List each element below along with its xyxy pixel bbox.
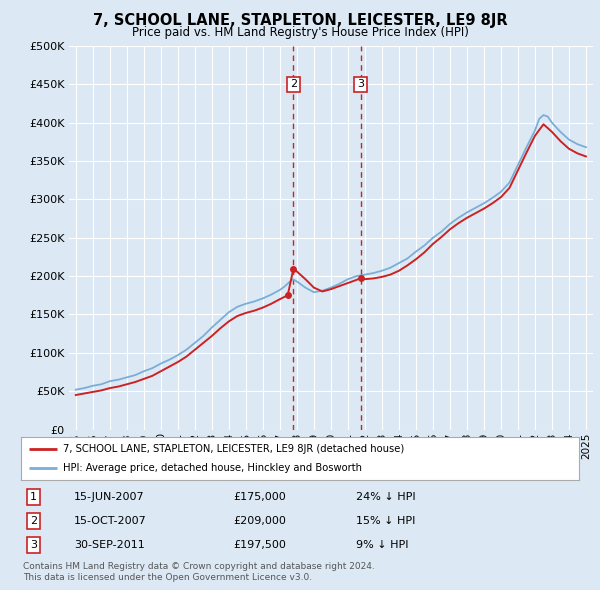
Text: 7, SCHOOL LANE, STAPLETON, LEICESTER, LE9 8JR (detached house): 7, SCHOOL LANE, STAPLETON, LEICESTER, LE… (63, 444, 404, 454)
Text: £197,500: £197,500 (233, 540, 286, 550)
Text: Contains HM Land Registry data © Crown copyright and database right 2024.: Contains HM Land Registry data © Crown c… (23, 562, 374, 571)
Text: 30-SEP-2011: 30-SEP-2011 (74, 540, 145, 550)
Text: £175,000: £175,000 (233, 492, 286, 502)
Text: 2: 2 (290, 80, 297, 89)
Text: This data is licensed under the Open Government Licence v3.0.: This data is licensed under the Open Gov… (23, 573, 312, 582)
Text: 3: 3 (357, 80, 364, 89)
Text: 24% ↓ HPI: 24% ↓ HPI (356, 492, 415, 502)
Text: HPI: Average price, detached house, Hinckley and Bosworth: HPI: Average price, detached house, Hinc… (63, 463, 362, 473)
Text: £209,000: £209,000 (233, 516, 286, 526)
Text: 1: 1 (30, 492, 37, 502)
Text: 15% ↓ HPI: 15% ↓ HPI (356, 516, 415, 526)
Text: 2: 2 (30, 516, 37, 526)
Text: 3: 3 (30, 540, 37, 550)
Text: Price paid vs. HM Land Registry's House Price Index (HPI): Price paid vs. HM Land Registry's House … (131, 26, 469, 39)
Text: 15-JUN-2007: 15-JUN-2007 (74, 492, 145, 502)
Text: 15-OCT-2007: 15-OCT-2007 (74, 516, 147, 526)
Text: 7, SCHOOL LANE, STAPLETON, LEICESTER, LE9 8JR: 7, SCHOOL LANE, STAPLETON, LEICESTER, LE… (92, 13, 508, 28)
Text: 9% ↓ HPI: 9% ↓ HPI (356, 540, 409, 550)
